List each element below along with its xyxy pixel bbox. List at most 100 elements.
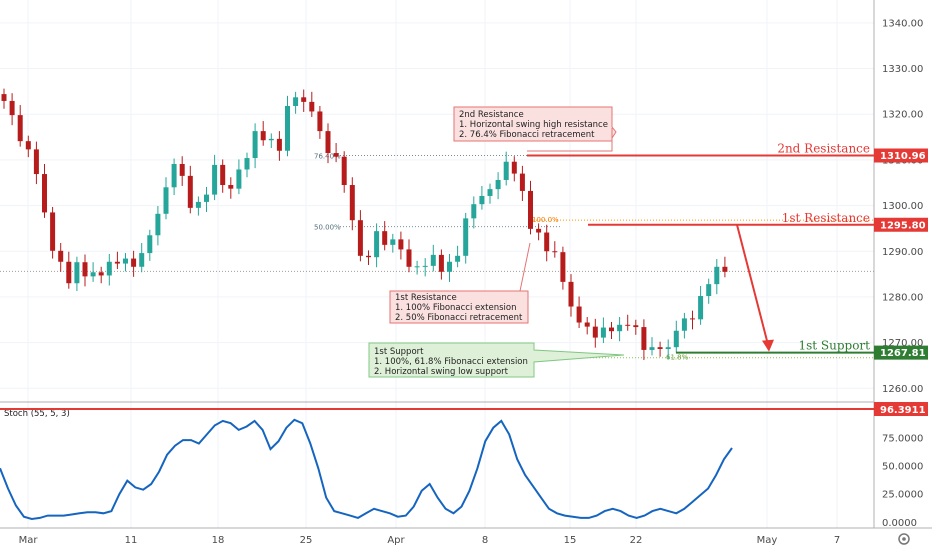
candle-body	[179, 163, 185, 176]
candle-body	[398, 239, 404, 250]
candle-body	[187, 175, 193, 208]
candle-body	[430, 254, 436, 266]
candle-body	[171, 163, 177, 188]
candle-body	[414, 266, 420, 268]
candle-body	[123, 258, 128, 264]
candle-body	[471, 204, 477, 219]
time-axis-ticks: Mar 11 18 25 Apr 8 15 22 May 7	[19, 535, 841, 546]
candle-body	[479, 195, 485, 205]
candle-body	[268, 138, 274, 141]
candle-body	[536, 228, 542, 233]
candle-body	[706, 284, 712, 297]
note-r1-line1: 1. 100% Fibonacci extension	[395, 303, 517, 313]
candle-body	[212, 164, 218, 195]
candle-body	[33, 149, 39, 175]
candle-body	[98, 272, 104, 276]
candle-body	[673, 330, 679, 348]
candle-body	[244, 158, 250, 170]
price-tick-label: 1270.00	[882, 338, 923, 349]
candle-body	[195, 201, 201, 208]
candle-body	[66, 261, 72, 284]
candle-body	[568, 281, 574, 307]
resistance1-tag	[874, 217, 928, 232]
candle-body	[665, 347, 671, 350]
price-tick-label: 1260.00	[882, 384, 923, 395]
candle-body	[260, 131, 266, 141]
stoch-value-text: 96.3911	[880, 405, 926, 416]
candle-body	[349, 185, 355, 221]
candle-body	[106, 261, 112, 276]
candle-body	[366, 255, 371, 258]
price-tick-label: 1290.00	[882, 247, 923, 258]
candle-body	[438, 254, 444, 272]
resistance1-label: 1st Resistance	[782, 211, 870, 225]
stoch-tick-label: 50.0000	[882, 462, 923, 473]
note-1st-resistance: 1st Resistance 1. 100% Fibonacci extensi…	[389, 242, 531, 324]
candle-body	[357, 220, 363, 256]
candle-body	[204, 194, 209, 202]
candle-body	[649, 347, 655, 350]
price-tick-label: 1280.00	[882, 292, 923, 303]
candle-body	[609, 327, 614, 332]
stoch-tick-label: 0.0000	[882, 518, 917, 529]
candle-body	[382, 231, 388, 245]
price-tick-label: 1340.00	[882, 18, 923, 29]
candle-body	[406, 249, 412, 267]
candle-body	[309, 101, 315, 112]
candle-body	[633, 325, 639, 328]
candle-body	[495, 179, 501, 190]
stoch-tick-label: 25.0000	[882, 490, 923, 501]
candle-body	[422, 265, 428, 267]
candle-body	[552, 251, 558, 253]
candle-body	[74, 262, 80, 284]
candle-body	[698, 296, 704, 320]
resistance2-tag-text: 1310.96	[880, 151, 926, 162]
candle-body	[114, 261, 120, 264]
candle-body	[503, 161, 509, 180]
candle-body	[341, 156, 347, 186]
note-r2-line1: 1. Horizontal swing high resistance	[459, 120, 608, 130]
note-2nd-resistance: 2nd Resistance 1. Horizontal swing high …	[453, 106, 617, 152]
note-r1-line2: 2. 50% Fibonacci retracement	[395, 313, 523, 323]
candle-body	[1, 94, 7, 101]
candle-body	[163, 187, 169, 214]
price-tick-label: 1300.00	[882, 201, 923, 212]
candle-body	[511, 161, 517, 174]
projection-arrow	[736, 224, 774, 352]
gear-icon[interactable]	[898, 533, 910, 545]
stoch-label: Stoch (55, 5, 3)	[4, 409, 70, 419]
note-s1-title: 1st Support	[374, 347, 424, 357]
candle-body	[220, 164, 226, 186]
candle-body	[455, 255, 461, 262]
candle-body	[487, 189, 493, 196]
time-tick-label: 25	[300, 535, 313, 546]
price-panel	[0, 0, 874, 402]
candle-body	[690, 318, 695, 320]
candle-body	[544, 232, 550, 252]
note-r2-line2: 2. 76.4% Fibonacci retracement	[459, 130, 595, 140]
candle-body	[584, 322, 590, 327]
candle-body	[528, 190, 533, 229]
grid	[0, 0, 874, 528]
support1-tag	[874, 345, 928, 360]
candle-body	[147, 235, 153, 254]
candle-body	[600, 327, 606, 338]
note-r2-title: 2nd Resistance	[459, 110, 524, 120]
time-tick-label: 8	[482, 535, 488, 546]
time-tick-label: 15	[564, 535, 577, 546]
candle-body	[301, 97, 307, 102]
note-1st-support: 1st Support 1. 100%, 61.8% Fibonacci ext…	[368, 342, 625, 378]
candle-body	[333, 153, 339, 157]
fib-100-label: 100.0%	[532, 216, 559, 224]
candle-body	[576, 306, 582, 323]
resistance2-label: 2nd Resistance	[777, 142, 870, 156]
candle-body	[236, 169, 242, 189]
candle-body	[657, 347, 663, 350]
candle-body	[131, 258, 137, 267]
candle-body	[714, 266, 720, 285]
candle-body	[625, 324, 631, 326]
candle-body	[139, 253, 145, 267]
candle-body	[9, 100, 15, 116]
time-tick-label: 22	[630, 535, 643, 546]
candles	[1, 88, 728, 360]
